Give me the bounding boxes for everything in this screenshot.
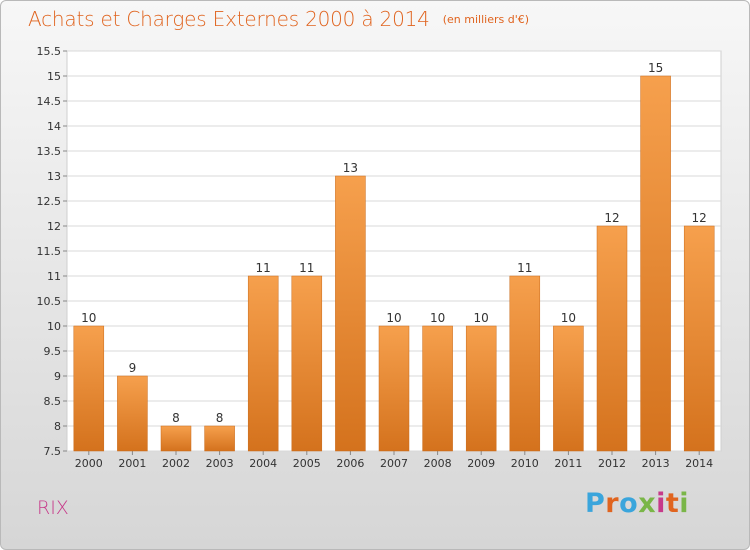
bar-2007 [378,325,410,452]
bar-2010 [509,275,541,452]
y-tick-label: 13 [47,170,61,183]
bar-2012 [596,225,628,452]
data-label-2009: 10 [474,311,489,325]
x-tick-label: 2012 [598,457,626,470]
y-tick-label: 13.5 [37,145,62,158]
y-tick-label: 11 [47,270,61,283]
y-tick-label: 15.5 [37,45,62,58]
bar-2005 [291,275,323,452]
x-tick-label: 2011 [554,457,582,470]
data-label-2014: 12 [692,211,707,225]
y-tick-label: 9 [54,370,61,383]
bar-2013 [640,75,671,452]
data-label-2007: 10 [386,311,401,325]
logo-letter: x [638,488,657,519]
y-tick-label: 14.5 [37,95,62,108]
x-tick-label: 2010 [511,457,539,470]
y-tick-label: 12 [47,220,61,233]
x-tick-label: 2008 [424,457,452,470]
y-tick-label: 10 [47,320,61,333]
logo-letter: i [656,488,666,519]
data-label-2001: 9 [129,361,137,375]
bar-2014 [683,225,715,452]
data-label-2006: 13 [343,161,358,175]
bar-2003 [204,425,235,452]
bar-2002 [160,425,192,452]
x-tick-label: 2001 [118,457,146,470]
y-tick-label: 9.5 [44,345,62,358]
data-label-2008: 10 [430,311,445,325]
x-tick-label: 2006 [336,457,364,470]
data-label-2010: 11 [517,261,532,275]
x-tick-label: 2013 [642,457,670,470]
x-tick-label: 2014 [685,457,713,470]
bar-2009 [465,325,497,452]
bar-2000 [73,325,105,452]
data-label-2011: 10 [561,311,576,325]
x-tick-label: 2002 [162,457,190,470]
y-tick-label: 14 [47,120,61,133]
commune-name: RIX [37,497,69,519]
y-tick-label: 11.5 [37,245,62,258]
data-label-2002: 8 [172,411,180,425]
x-tick-label: 2000 [75,457,103,470]
chart-unit: (en milliers d'€) [442,13,530,26]
chart-title: Achats et Charges Externes 2000 à 2014 [28,7,430,31]
data-label-2005: 11 [299,261,314,275]
logo-letter: i [679,488,690,519]
logo-letter: t [665,488,680,519]
y-tick-label: 7.5 [44,445,62,458]
data-label-2003: 8 [216,411,224,425]
x-tick-label: 2005 [293,457,321,470]
y-tick-label: 8 [54,420,61,433]
bar-2001 [117,375,148,452]
x-tick-label: 2009 [467,457,495,470]
y-tick-label: 10.5 [37,295,62,308]
chart-title-block: Achats et Charges Externes 2000 à 2014 (… [28,7,529,31]
logo-letter: P [585,488,606,519]
logo-letter: r [605,488,620,519]
y-tick-label: 8.5 [44,395,62,408]
y-tick-label: 12.5 [37,195,62,208]
data-label-2012: 12 [604,211,619,225]
logo-letter: o [619,488,639,519]
bar-2011 [553,325,584,452]
data-label-2000: 10 [81,311,96,325]
x-tick-label: 2007 [380,457,408,470]
y-tick-label: 15 [47,70,61,83]
bar-2008 [422,325,453,452]
data-label-2004: 11 [256,261,271,275]
bar-2004 [247,275,279,452]
bar-2006 [335,175,366,452]
x-tick-label: 2004 [249,457,277,470]
x-tick-label: 2003 [206,457,234,470]
proxiti-logo: Proxiti [585,488,689,519]
data-label-2013: 15 [648,61,663,75]
